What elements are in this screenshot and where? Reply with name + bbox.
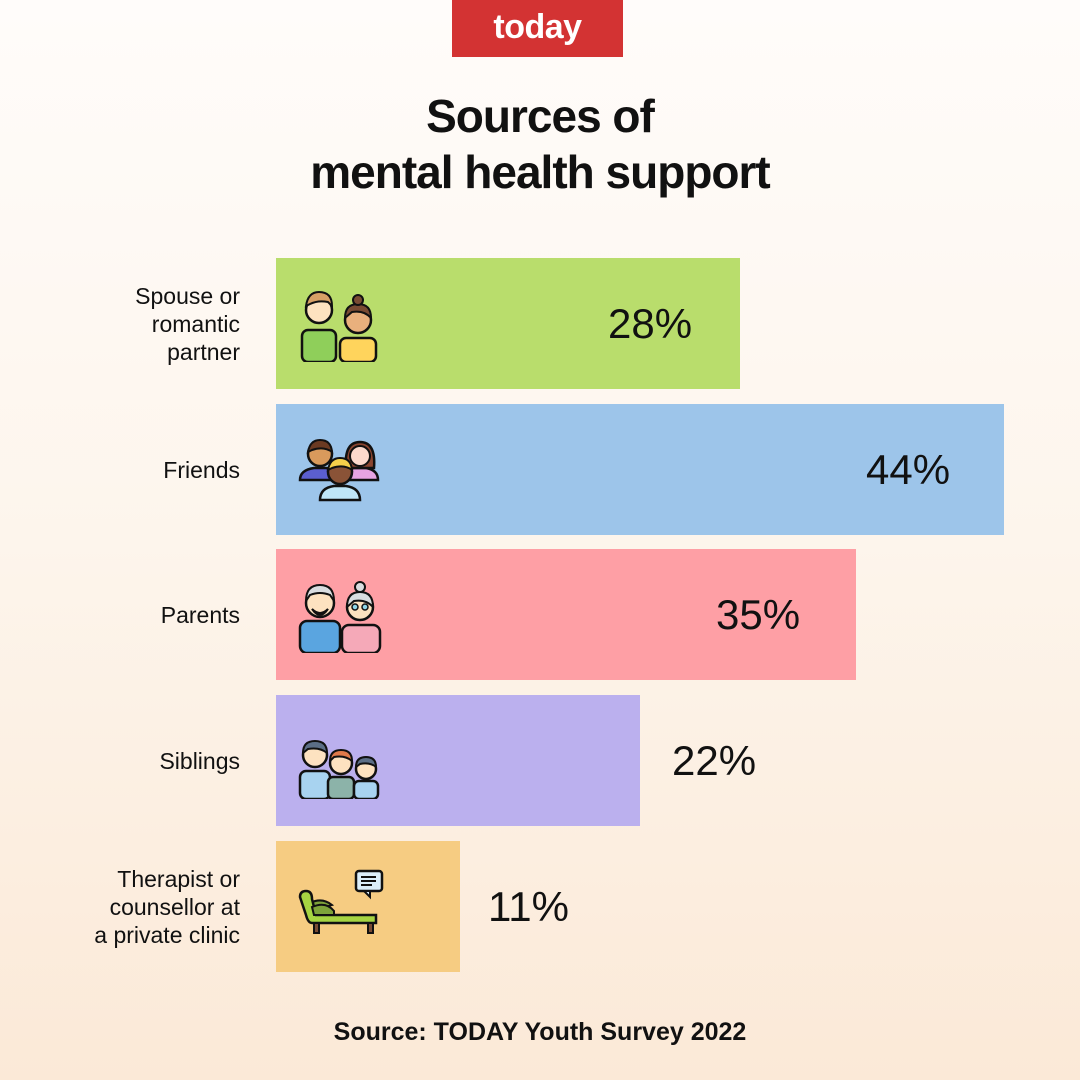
- category-label: Siblings: [159, 747, 240, 774]
- title-line-2: mental health support: [310, 146, 770, 198]
- value-label: 35%: [716, 590, 801, 638]
- bar-row-spouse: Spouse or romantic partner 28%: [0, 258, 1080, 389]
- elderly-parents-icon: [298, 581, 382, 653]
- bar-row-therapist: Therapist or counsellor at a private cli…: [0, 841, 1080, 972]
- therapy-couch-icon: [298, 869, 384, 934]
- value-label: 44%: [866, 445, 951, 493]
- friends-group-icon: [298, 438, 380, 502]
- category-label: Parents: [160, 601, 240, 628]
- value-label: 28%: [608, 299, 693, 347]
- today-logo: today: [452, 0, 623, 57]
- siblings-icon: [298, 739, 380, 799]
- value-label: 22%: [672, 736, 757, 784]
- bar-friends: 44%: [276, 404, 1004, 535]
- source-note: Source: TODAY Youth Survey 2022: [333, 1018, 747, 1046]
- bar-siblings: 22%: [276, 695, 756, 826]
- category-label: Therapist or counsellor at a private cli…: [94, 865, 240, 948]
- title-line-1: Sources of: [426, 90, 655, 142]
- bar-row-siblings: Siblings 22%: [0, 695, 1080, 826]
- category-label: Friends: [163, 456, 240, 483]
- bar-row-friends: Friends 44%: [0, 404, 1080, 535]
- value-label: 11%: [488, 882, 569, 930]
- bar-spouse: 28%: [276, 258, 740, 389]
- bar-row-parents: Parents 35%: [0, 549, 1080, 680]
- chart-title: Sources of mental health support: [0, 88, 1080, 200]
- bar-parents: 35%: [276, 549, 856, 680]
- bar-therapist: [276, 841, 460, 972]
- couple-icon: [300, 290, 378, 362]
- category-label: Spouse or romantic partner: [135, 282, 240, 365]
